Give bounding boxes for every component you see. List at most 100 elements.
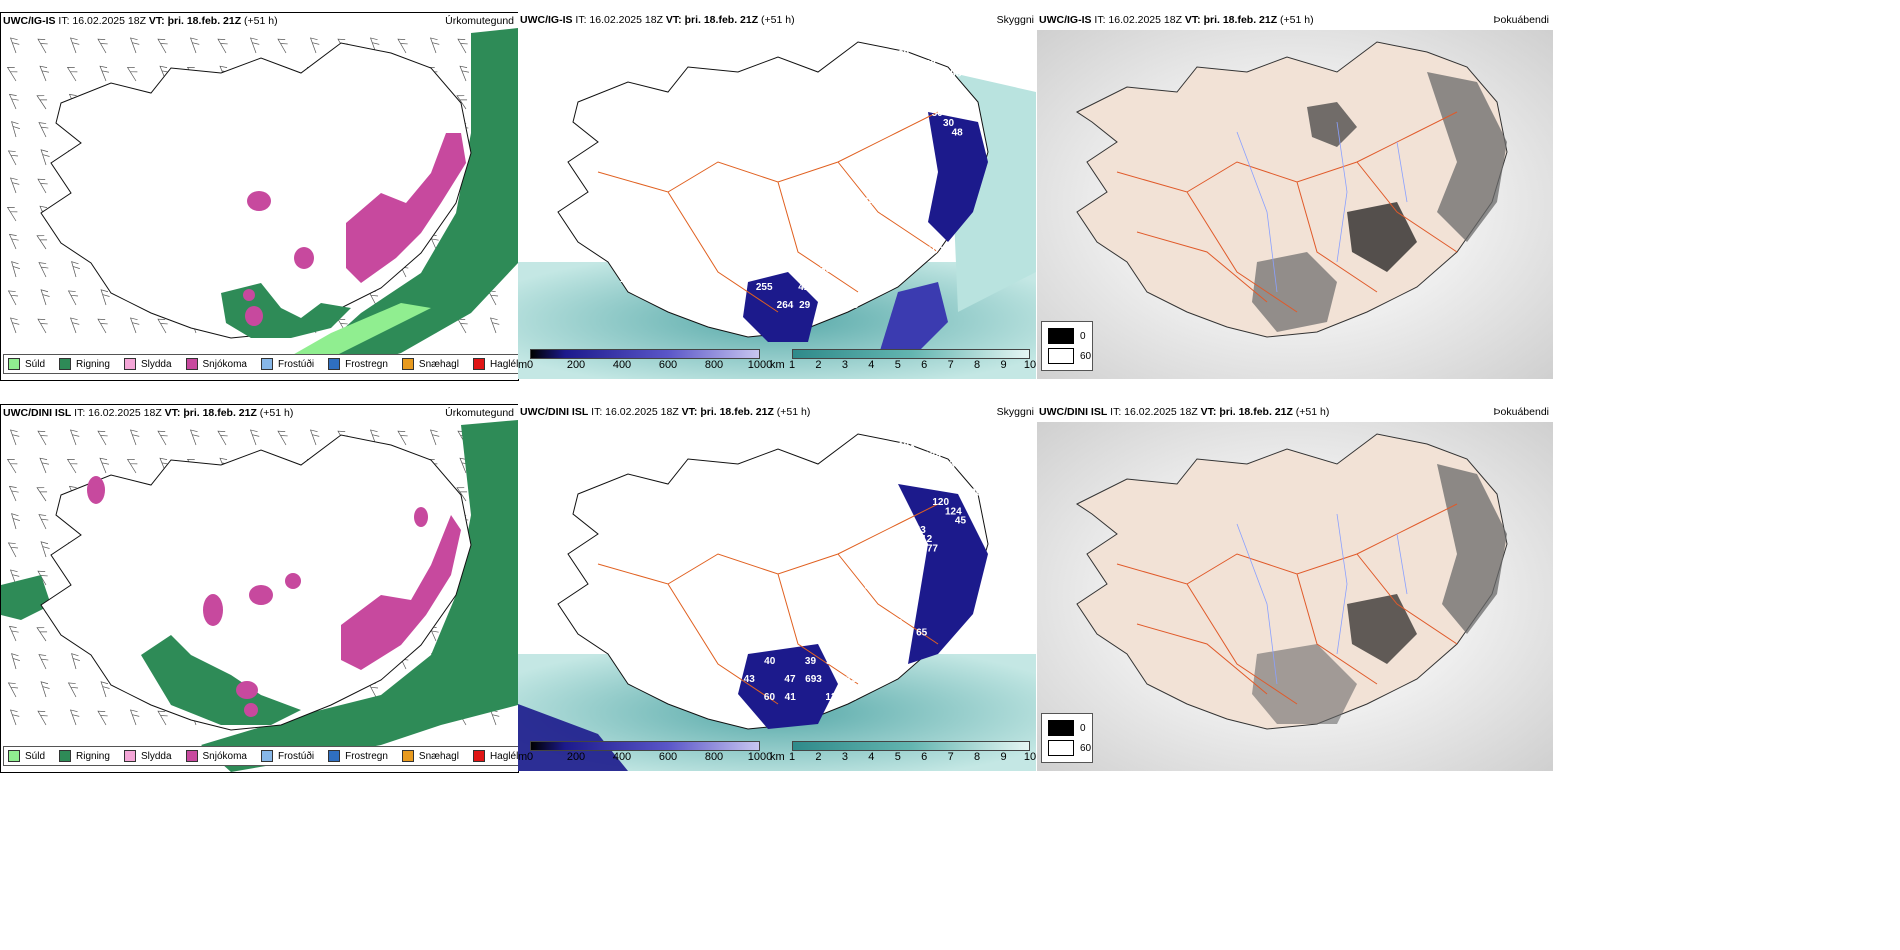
visibility-value-label: 53 — [887, 177, 899, 188]
ticks-m: 0 200 400 600 800 1000 — [526, 751, 772, 765]
wind-barb — [39, 457, 50, 474]
panel-title: Úrkomutegund — [445, 15, 514, 27]
visibility-value-label: 124 — [945, 506, 962, 517]
panel-title: Úrkomutegund — [445, 407, 514, 419]
wind-barb — [37, 38, 48, 54]
colorbar-tick: 400 — [612, 359, 632, 371]
wind-barb — [37, 570, 48, 586]
visibility-value-label: 66 — [875, 226, 887, 237]
precip-map — [6, 28, 518, 373]
legend-label: Frostregn — [345, 750, 388, 762]
fog-legend-row-0: 0 — [1048, 720, 1086, 736]
fog-south — [1252, 644, 1357, 724]
visibility-value-label: 60 — [674, 274, 686, 285]
legend-item-3: Snjókoma — [185, 358, 247, 370]
wind-barb — [309, 37, 320, 54]
wind-barb — [38, 262, 49, 278]
low-vis-south — [738, 644, 838, 729]
visibility-value-label: 43 — [866, 656, 878, 667]
wind-barb — [99, 457, 110, 474]
lead-time: (+51 h) — [776, 406, 811, 418]
wind-barb — [37, 318, 48, 334]
legend-label: Rigning — [76, 750, 110, 762]
visibility-value-label: 55 — [925, 469, 937, 480]
wind-barb — [6, 207, 18, 222]
colorbar-tick: 2 — [815, 359, 822, 371]
visibility-value-label: 134 — [651, 626, 668, 637]
valid-time: þri. 18.feb. 21Z — [700, 406, 774, 418]
wind-barb — [9, 317, 20, 334]
fog-panel-dini: UWC/DINI ISL IT: 16.02.2025 18Z VT: þri.… — [1037, 404, 1553, 771]
wind-barb — [6, 67, 18, 82]
wind-barb — [40, 289, 50, 306]
legend-swatch — [59, 358, 72, 370]
wind-barb — [7, 542, 19, 558]
wind-barb — [99, 65, 110, 82]
panel-title: Þokuábendi — [1493, 406, 1549, 418]
valid-time-label: VT: — [1200, 406, 1217, 418]
unit-label-m: m — [518, 359, 528, 371]
wind-barb — [189, 429, 200, 446]
wind-barb — [8, 233, 19, 250]
wind-barb — [40, 149, 50, 166]
colorbar-tick: 7 — [947, 359, 954, 371]
colorbar-tick: 9 — [1000, 751, 1007, 763]
colorbar-tick: 1 — [788, 359, 796, 371]
legend-label: Snæhagl — [418, 750, 459, 762]
fog-north — [1307, 102, 1357, 147]
legend-swatch — [472, 750, 485, 762]
legend-item-5: Frostregn — [328, 750, 388, 762]
model-name: UWC/DINI ISL — [520, 406, 589, 418]
colorbar-tick: 400 — [612, 751, 632, 763]
legend-swatch — [123, 750, 136, 762]
wind-barb — [97, 318, 108, 334]
visibility-value-label: 100 — [965, 488, 982, 499]
wind-barb — [9, 429, 20, 446]
fog-legend: 0 60 — [1041, 713, 1093, 763]
colorbar-tick: 4 — [868, 751, 875, 763]
visibility-value-label: 99 — [898, 49, 910, 60]
wind-barb — [38, 122, 49, 138]
snow-area-east — [341, 515, 461, 670]
visibility-value-label: 47 — [784, 674, 796, 685]
lead-time: (+51 h) — [1280, 14, 1314, 26]
wind-barb — [11, 121, 20, 138]
fog-central — [1347, 594, 1417, 664]
wind-barb — [397, 38, 408, 54]
wind-barb — [69, 709, 80, 726]
fog-east — [1427, 72, 1507, 242]
visibility-value-label: 379 — [702, 626, 719, 637]
legend-item-0: Súld — [8, 750, 45, 762]
fog-south — [1252, 252, 1337, 332]
wind-barb — [309, 429, 320, 446]
init-time: IT: 16.02.2025 18Z — [591, 406, 679, 418]
colorbar-tick: 200 — [566, 751, 586, 763]
precip-type-panel-dini: UWC/DINI ISL IT: 16.02.2025 18Z VT: þri.… — [0, 404, 519, 773]
legend-label: Snæhagl — [418, 358, 459, 370]
visibility-colorbar-km: km 1 2 3 4 5 6 7 8 9 10 — [770, 741, 1036, 769]
wind-barb — [69, 317, 80, 334]
precip-type-panel-igis: UWC/IG-IS IT: 16.02.2025 18Z VT: þri. 18… — [0, 12, 519, 381]
road-network — [1116, 111, 1458, 313]
panel-header: UWC/IG-IS IT: 16.02.2025 18Z VT: þri. 18… — [3, 15, 278, 27]
visibility-value-label: 147 — [593, 234, 610, 245]
wind-barb — [217, 38, 228, 54]
ticks-m: 0 200 400 600 800 1000 — [527, 359, 772, 373]
ticks-km: 1 2 3 4 5 6 7 8 9 10 — [788, 359, 1036, 373]
legend-item-7: Haglél — [472, 358, 518, 370]
visibility-value-label: 41 — [869, 609, 881, 620]
visibility-value-label: 102 — [927, 246, 944, 257]
visibility-value-label: 39 — [805, 656, 817, 667]
colorbar-tick: 0 — [526, 751, 534, 763]
wind-barb — [456, 95, 468, 110]
wind-barb — [69, 37, 80, 54]
wind-barb — [157, 430, 168, 446]
visibility-value-label: 42 — [798, 282, 810, 293]
fog-legend-row-1: 60 — [1048, 348, 1091, 364]
visibility-value-label: 41 — [965, 98, 977, 109]
precip-legend: Súld Rigning Slydda Snjókoma Frostúði Frostre… — [3, 746, 518, 766]
road-network — [597, 503, 939, 705]
visibility-value-label: 30 — [943, 118, 955, 129]
snow-area-east — [346, 133, 466, 283]
colorbar-tick: 1 — [788, 751, 796, 763]
